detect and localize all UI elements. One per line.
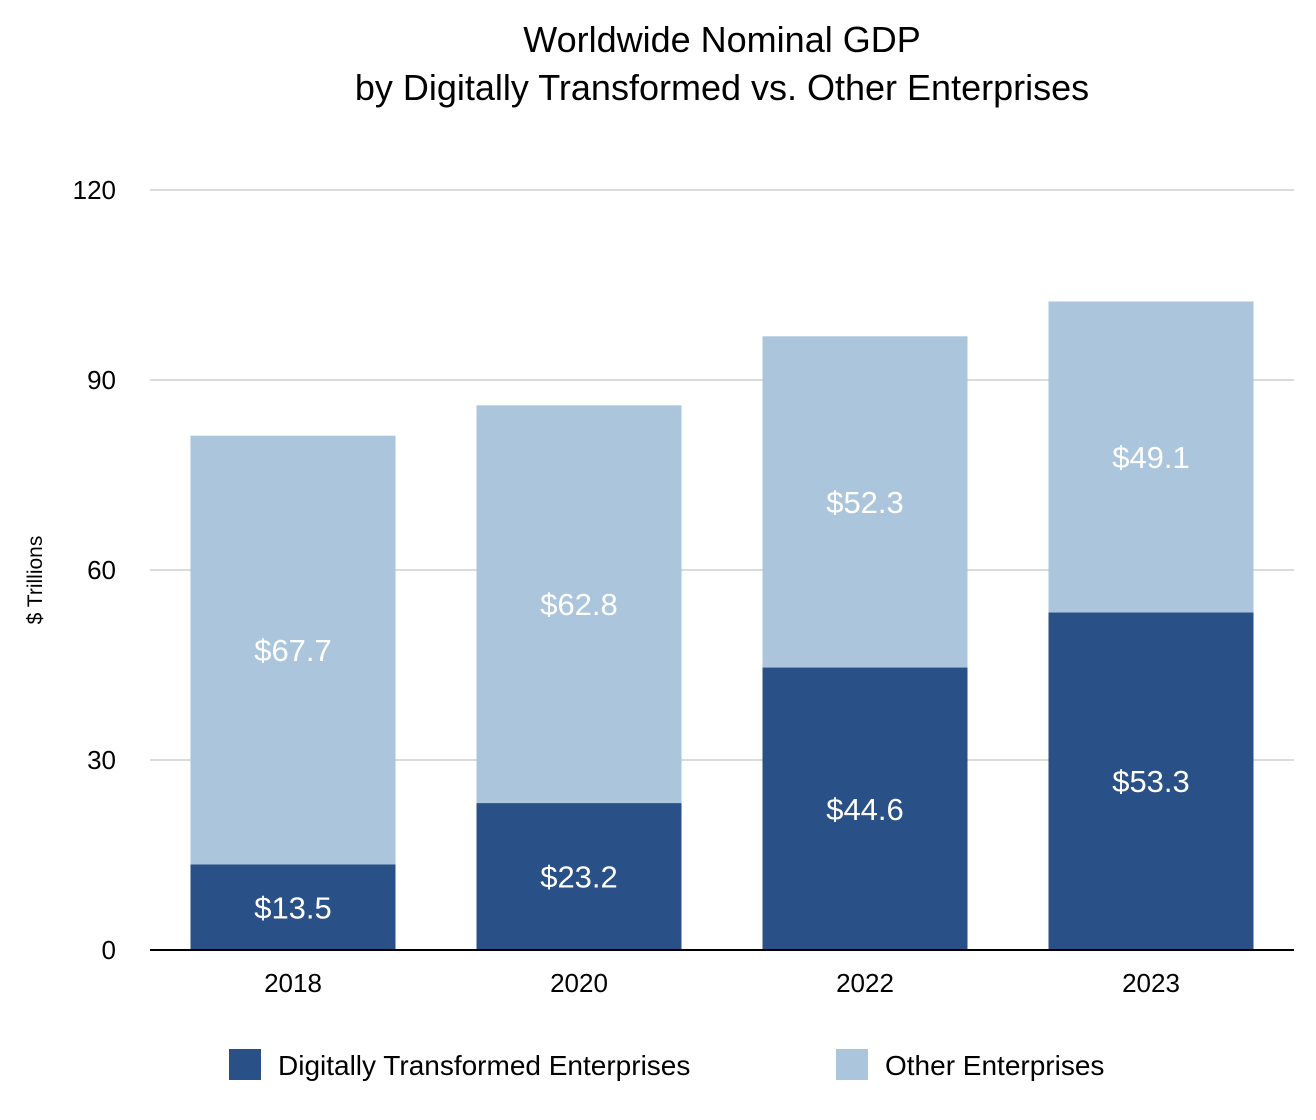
legend-label: Other Enterprises [885,1050,1104,1081]
x-axis-ticks: 2018 2020 2022 2023 [264,968,1180,998]
x-tick-label: 2020 [550,968,608,998]
legend-swatch [836,1049,868,1080]
chart-title-line-2: by Digitally Transformed vs. Other Enter… [355,67,1089,108]
y-tick-label: 0 [102,935,116,965]
data-label: $44.6 [826,792,904,827]
bar-digitally-transformed-2020 [476,803,682,950]
chart-title-line-1: Worldwide Nominal GDP [523,19,920,60]
data-labels: $13.5 $67.7 $23.2 $62.8 $44.6 $52.3 $53.3 $49.1 [254,440,1190,925]
x-tick-label: 2023 [1122,968,1180,998]
bar-other-enterprises-2023 [1048,301,1254,613]
data-label: $49.1 [1112,440,1190,475]
bar-digitally-transformed-2023 [1048,612,1254,950]
data-label: $62.8 [540,587,618,622]
data-label: $52.3 [826,485,904,520]
bar-digitally-transformed-2018 [190,864,396,950]
legend-label: Digitally Transformed Enterprises [278,1050,690,1081]
legend: Digitally Transformed Enterprises Other E… [229,1049,1104,1081]
data-label: $67.7 [254,633,332,668]
y-axis-ticks: 0 30 60 90 120 [73,175,116,965]
x-tick-label: 2022 [836,968,894,998]
chart-title: Worldwide Nominal GDP by Digitally Trans… [355,19,1089,108]
y-tick-label: 90 [87,365,116,395]
y-axis-label: $ Trillions [24,536,47,625]
bar-other-enterprises-2022 [762,336,968,668]
data-label: $13.5 [254,890,332,925]
y-tick-label: 60 [87,555,116,585]
data-label: $23.2 [540,860,618,895]
bar-digitally-transformed-2022 [762,667,968,950]
bar-other-enterprises-2020 [476,405,682,804]
y-tick-label: 120 [73,175,116,205]
legend-swatch [229,1049,261,1080]
x-tick-label: 2018 [264,968,322,998]
bar-other-enterprises-2018 [190,435,396,865]
y-tick-label: 30 [87,745,116,775]
data-label: $53.3 [1112,764,1190,799]
bars [190,301,1254,950]
